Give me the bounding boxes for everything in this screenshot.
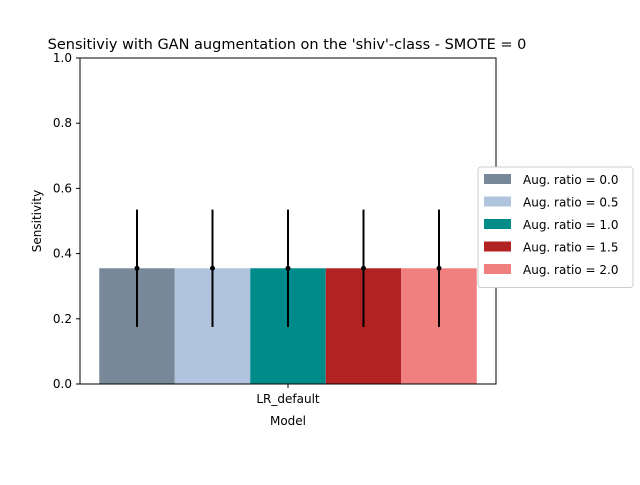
mean-point [436, 265, 442, 271]
mean-point [134, 265, 140, 271]
legend-swatch [484, 264, 511, 274]
x-tick-label: LR_default [256, 392, 320, 406]
legend-label: Aug. ratio = 0.5 [523, 196, 619, 210]
legend-frame [477, 166, 634, 288]
y-tick-label: 0.2 [53, 312, 72, 326]
legend-label: Aug. ratio = 2.0 [523, 263, 619, 277]
y-tick-label: 0.8 [53, 116, 72, 130]
legend-swatch [484, 241, 511, 252]
error-bars-group [134, 209, 442, 327]
legend-swatch [484, 196, 511, 207]
y-tick-label: 1.0 [53, 51, 72, 65]
mean-point [361, 265, 366, 271]
y-axis: 0.0 0.2 0.4 0.6 0.8 1.0 [53, 51, 80, 391]
mean-point [210, 265, 215, 271]
legend-label: Aug. ratio = 1.5 [523, 241, 619, 255]
y-tick-label: 0.4 [53, 247, 72, 261]
legend-label: Aug. ratio = 1.0 [523, 218, 619, 232]
legend-label: Aug. ratio = 0.0 [523, 173, 619, 187]
legend-swatch [484, 174, 511, 184]
x-axis: LR_default [256, 384, 320, 406]
x-axis-label: Model [270, 414, 306, 428]
mean-point [285, 265, 291, 271]
y-tick-label: 0.0 [53, 377, 72, 391]
y-axis-label: Sensitivity [30, 190, 44, 252]
legend: Aug. ratio = 0.0 Aug. ratio = 0.5 Aug. rat… [477, 166, 634, 288]
legend-swatch [484, 219, 511, 229]
y-tick-label: 0.6 [53, 181, 72, 195]
chart-title: Sensitiviy with GAN augmentation on the … [48, 37, 527, 53]
